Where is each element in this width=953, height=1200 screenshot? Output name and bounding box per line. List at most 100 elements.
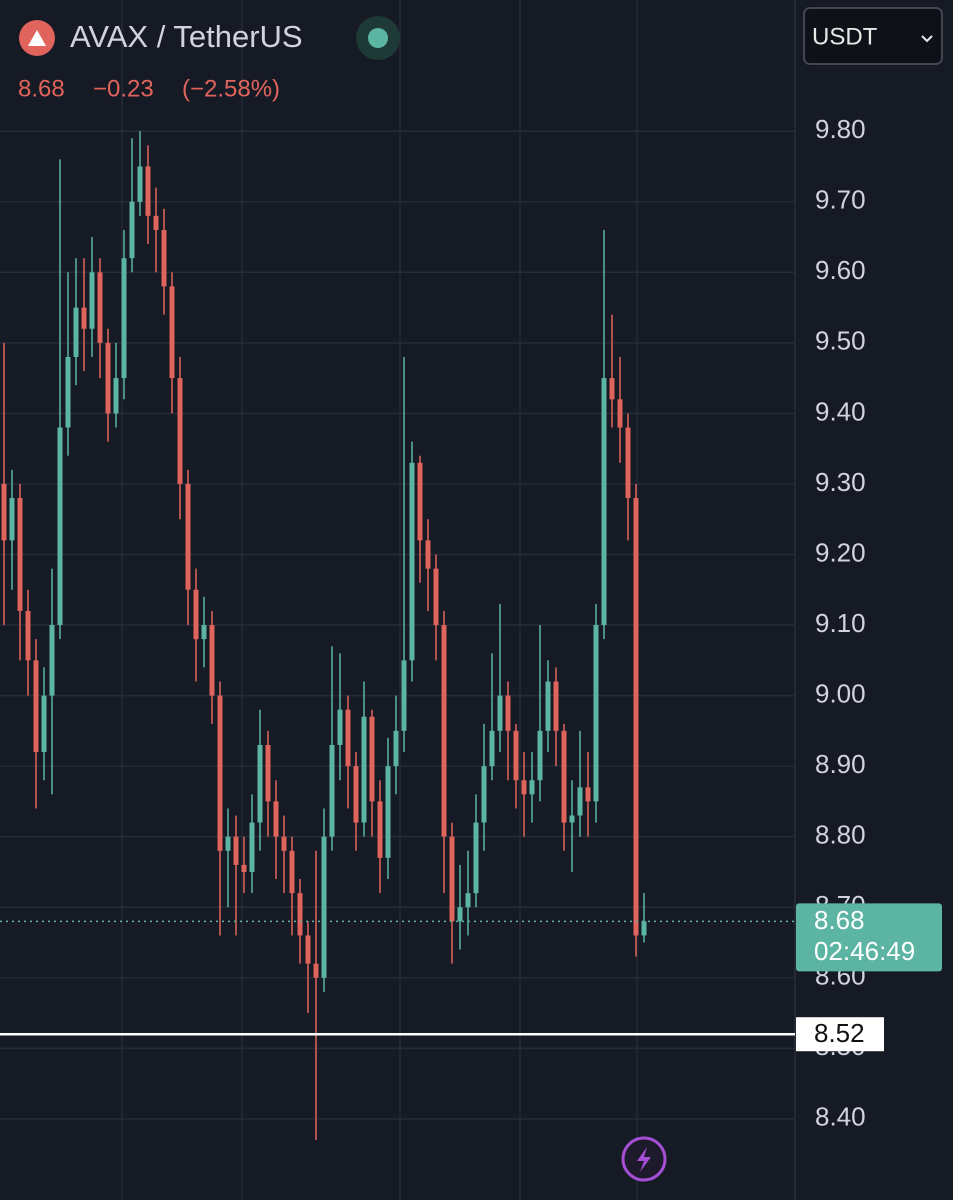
currency-select[interactable]: USDT (803, 7, 943, 65)
candle-body (401, 660, 407, 731)
currency-box[interactable] (803, 7, 943, 65)
candle-body (265, 744, 271, 802)
candle-body (1, 483, 7, 541)
countdown-label: 02:46:49 (814, 936, 915, 966)
y-tick-label: 9.60 (815, 255, 866, 285)
candle-body (529, 780, 535, 795)
candle-body (49, 625, 55, 696)
y-tick-label: 9.30 (815, 467, 866, 497)
candle-body (185, 483, 191, 590)
candle-body (81, 307, 87, 329)
y-tick-label: 9.10 (815, 608, 866, 638)
candle-body (321, 836, 327, 978)
candle-body (65, 356, 71, 428)
header-price: 8.68 (18, 75, 65, 102)
candle-body (33, 660, 39, 753)
candle-body (337, 709, 343, 745)
candle-body (241, 864, 247, 872)
candle-body (465, 893, 471, 908)
candle-body (449, 836, 455, 922)
y-tick-label: 9.40 (815, 396, 866, 426)
candle-body (417, 462, 423, 541)
candle-body (89, 272, 95, 329)
candle-body (329, 744, 335, 837)
candle-body (73, 307, 79, 357)
candle-body (369, 716, 375, 802)
candle-body (425, 540, 431, 569)
candle-body (41, 695, 47, 753)
candle-body (441, 625, 447, 837)
candle-body (345, 709, 351, 767)
candle-body (225, 836, 231, 851)
candle-body (257, 744, 263, 823)
candle-body (481, 766, 487, 823)
last-price-box (796, 903, 942, 972)
candle-body (585, 787, 591, 802)
status-dot (368, 28, 388, 48)
candle-body (489, 730, 495, 767)
candle-body (393, 730, 399, 767)
candle-body (313, 963, 319, 978)
candle-body (601, 378, 607, 626)
y-tick-label: 8.90 (815, 749, 866, 779)
candle-body (409, 462, 415, 661)
candle-body (113, 378, 119, 414)
candle-body (353, 766, 359, 823)
candle-body (617, 399, 623, 428)
candle-body (553, 681, 559, 731)
candle-body (57, 427, 63, 626)
candle-body (297, 893, 303, 936)
candles (1, 131, 647, 1141)
candle-body (129, 201, 135, 259)
candle-body (153, 215, 159, 230)
candle-body (209, 625, 215, 696)
candle-body (569, 815, 575, 823)
candle-body (137, 166, 143, 202)
candle-body (105, 342, 111, 414)
candle-body (545, 681, 551, 731)
dropdown-arrow[interactable] (921, 35, 933, 43)
candle-body (273, 801, 279, 837)
candle-body (217, 695, 223, 851)
candle-body (9, 498, 15, 541)
candle-body (161, 229, 167, 287)
candle-body (561, 730, 567, 823)
candle-body (25, 610, 31, 661)
candle-body (193, 589, 199, 640)
header-change: −0.23 (93, 75, 154, 102)
y-tick-label: 8.40 (815, 1102, 866, 1132)
currency-label[interactable]: USDT (812, 23, 878, 50)
candle-body (145, 166, 151, 216)
candle-body (641, 921, 647, 936)
candle-body (609, 378, 615, 400)
candle-body (385, 766, 391, 858)
candle-body (433, 568, 439, 626)
symbol-title[interactable]: AVAX / TetherUS (70, 19, 303, 54)
candle-body (377, 801, 383, 858)
candle-body (521, 780, 527, 795)
header-change-pct: (−2.58%) (182, 75, 280, 102)
candle-body (289, 850, 295, 894)
y-tick-label: 9.50 (815, 326, 866, 356)
symbol-icon-glyph (28, 30, 46, 46)
candle-body (497, 695, 503, 731)
y-tick-label: 9.20 (815, 537, 866, 567)
candle-body (593, 625, 599, 802)
horizontal-line-label: 8.52 (814, 1018, 865, 1048)
flash-icon[interactable] (637, 1147, 651, 1172)
candle-body (305, 935, 311, 964)
candle-body (249, 822, 255, 872)
y-tick-label: 9.80 (815, 114, 866, 144)
y-tick-label: 9.00 (815, 678, 866, 708)
flash-button[interactable] (621, 1136, 667, 1182)
candle-body (201, 625, 207, 640)
vertical-grid (121, 0, 638, 1200)
candle-body (577, 787, 583, 816)
candle-body (633, 498, 639, 936)
candle-body (233, 836, 239, 865)
candle-body (169, 286, 175, 379)
candle-body (473, 822, 479, 894)
